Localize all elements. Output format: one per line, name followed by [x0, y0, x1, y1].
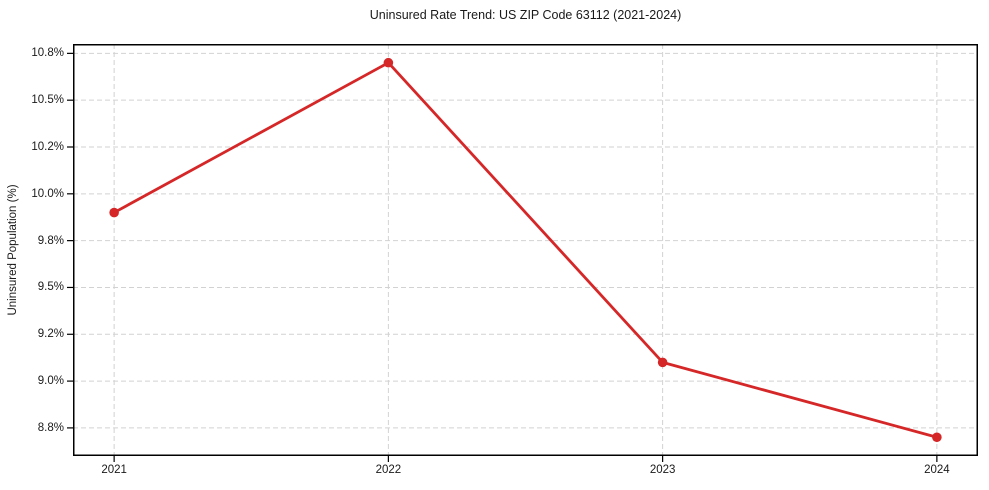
y-tick-label: 9.0% [37, 375, 64, 388]
y-tick-label: 9.2% [37, 328, 64, 341]
x-tick-label: 2022 [375, 464, 402, 476]
y-tick-label: 10.5% [31, 94, 64, 107]
y-tick-label: 10.8% [31, 47, 64, 60]
y-tick-label: 8.8% [37, 421, 64, 434]
x-tick-label: 2021 [101, 464, 127, 476]
data-point-2023 [657, 357, 668, 368]
y-tick-label: 9.5% [37, 281, 64, 294]
x-tick-label: 2024 [924, 464, 950, 476]
y-tick-label: 10.2% [31, 141, 64, 153]
y-axis-label: Uninsured Population (%) [7, 184, 19, 316]
trend-line [112, 61, 939, 439]
y-tick-label: 10.0% [31, 187, 64, 200]
y-tick-label: 9.8% [37, 234, 64, 247]
plot-area [67, 44, 978, 462]
line-chart-canvas [67, 44, 978, 462]
data-point-2022 [383, 57, 394, 68]
x-tick-label: 2023 [649, 464, 676, 476]
data-point-2021 [109, 207, 119, 218]
plot-border [73, 44, 978, 456]
chart-title: Uninsured Rate Trend: US ZIP Code 63112 … [369, 8, 682, 22]
data-point-2024 [932, 432, 942, 443]
